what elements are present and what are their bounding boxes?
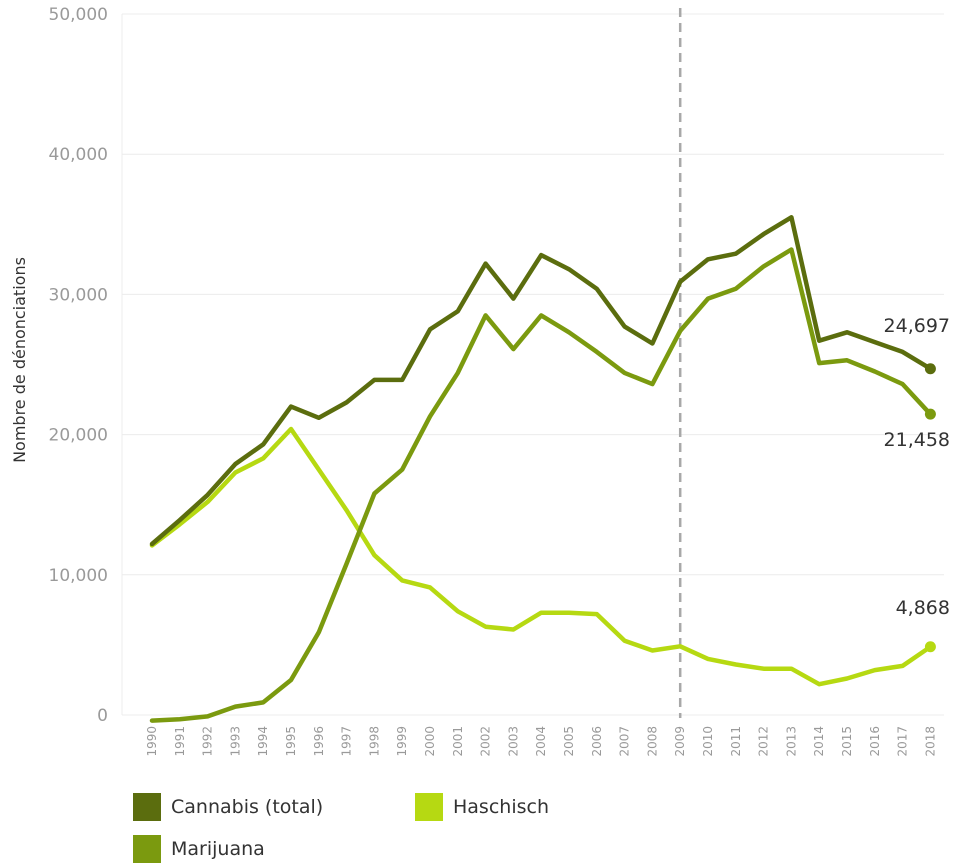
x-tick-label: 2008 [645,726,659,757]
x-tick-label: 2005 [562,726,576,757]
x-tick-label: 2014 [812,726,826,757]
x-tick-label: 2004 [534,726,548,757]
x-tick-label: 2013 [784,726,798,757]
x-tick-label: 2007 [618,726,632,757]
series-line-haschisch [149,426,933,687]
y-tick-label: 0 [97,706,108,726]
y-tick-label: 10,000 [49,566,108,586]
y-tick-label: 40,000 [49,145,108,165]
x-tick-label: 1994 [256,726,270,757]
series-line-cannabis-total [149,215,933,547]
x-tick-label: 1990 [145,726,159,757]
x-tick-label: 1996 [312,726,326,757]
y-axis-label: Nombre de dénonciations [10,257,29,463]
legend-item-marijuana[interactable]: Marijuana [133,835,265,863]
x-tick-label: 1991 [173,726,187,757]
end-label-haschisch: 4,868 [896,597,950,619]
end-label-marijuana: 21,458 [884,429,950,451]
legend-item-cannabis-total[interactable]: Cannabis (total) [133,793,323,821]
y-tick-labels: 0 10,000 20,000 30,000 40,000 50,000 [49,5,108,726]
legend-label-cannabis-total: Cannabis (total) [171,796,324,818]
legend-swatch-cannabis-total [133,793,161,821]
x-tick-label: 2001 [451,726,465,757]
x-tick-label: 1997 [340,726,354,757]
x-tick-label: 2012 [757,726,771,757]
x-tick-label: 1992 [201,726,215,757]
x-tick-label: 1998 [367,726,381,757]
y-tick-label: 50,000 [49,5,108,25]
legend-label-haschisch: Haschisch [453,796,549,818]
x-tick-label: 2011 [729,726,743,757]
y-tick-label: 20,000 [49,426,108,446]
x-tick-label: 2010 [701,726,715,757]
x-tick-labels: 1990 1991 1992 1993 1994 1995 1996 1997 1998 1999… [145,726,937,757]
x-tick-label: 2000 [423,726,437,757]
x-tick-label: 1993 [228,726,242,757]
x-tick-label: 2003 [506,726,520,757]
end-label-cannabis-total: 24,697 [884,315,950,337]
x-tick-label: 2015 [840,726,854,757]
x-tick-label: 2002 [479,726,493,757]
end-value-labels: 24,697 21,458 4,868 [884,315,950,619]
x-tick-label: 2017 [896,726,910,757]
legend-swatch-haschisch [415,793,443,821]
legend-label-marijuana: Marijuana [171,838,265,860]
series-lines [149,215,936,723]
x-tick-label: 2009 [673,726,687,757]
end-point-cannabis-total [924,363,936,375]
x-tick-label: 1999 [395,726,409,757]
y-tick-label: 30,000 [49,285,108,305]
legend-swatch-marijuana [133,835,161,863]
x-tick-label: 2018 [923,726,937,757]
x-tick-label: 2006 [590,726,604,757]
end-point-marijuana [924,408,936,420]
x-tick-label: 2016 [868,726,882,757]
legend-item-haschisch[interactable]: Haschisch [415,793,549,821]
legend: Cannabis (total) Haschisch Marijuana [133,793,653,863]
end-point-haschisch [924,641,936,653]
series-line-marijuana [149,247,933,723]
x-tick-label: 1995 [284,726,298,757]
gridlines [122,13,944,716]
